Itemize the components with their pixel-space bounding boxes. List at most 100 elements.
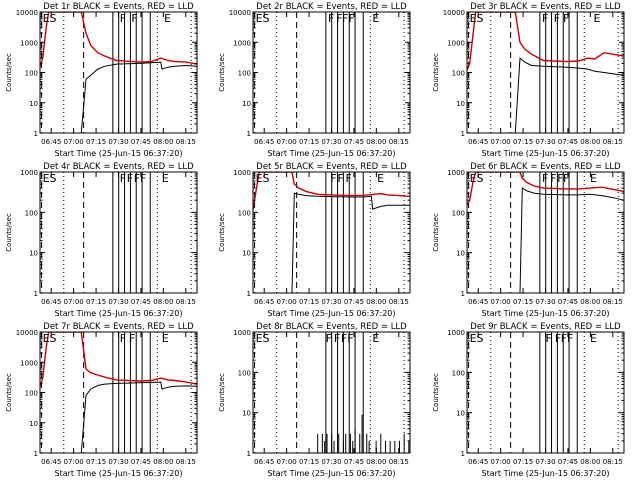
y-tick-label: 10	[29, 420, 38, 428]
x-tick-label: 08:15	[603, 298, 623, 306]
event-annotation: ES	[256, 172, 270, 185]
y-tick-label: 1000	[20, 359, 38, 367]
panel-det-8: Det 8r BLACK = Events, RED = LLD Counts/s…	[218, 322, 411, 478]
x-tick-label: 08:00	[366, 458, 386, 466]
x-tick-label: 07:00	[277, 298, 297, 306]
x-tick-label: 06:45	[41, 138, 61, 146]
x-tick-label: 08:00	[366, 298, 386, 306]
time-markers	[254, 332, 405, 453]
series-lld-line	[40, 332, 197, 388]
event-annotation: F	[127, 172, 133, 185]
y-axis-label: Counts/sec	[5, 373, 13, 412]
x-axis-label: Start Time (25-Jun-15 06:37:20)	[55, 469, 183, 478]
x-tick-label: 06:45	[468, 458, 488, 466]
panel-title: Det 3r BLACK = Events, RED = LLD	[470, 2, 621, 12]
event-annotation: ES	[470, 172, 484, 185]
y-tick-label: 100	[452, 369, 465, 377]
x-axis-label: Start Time (25-Jun-15 06:37:20)	[55, 309, 183, 318]
x-tick-label: 07:45	[131, 138, 151, 146]
event-annotation: ES	[256, 12, 270, 25]
panel-title: Det 6r BLACK = Events, RED = LLD	[470, 162, 621, 172]
event-annotation: F	[131, 12, 137, 25]
event-annotation: ES	[470, 332, 484, 345]
event-annotation: F	[337, 172, 343, 185]
event-annotation: E	[164, 12, 171, 25]
panel-det-7: Det 7r BLACK = Events, RED = LLD Counts/s…	[5, 322, 198, 478]
event-annotation: FF	[134, 172, 147, 185]
event-annotation: E	[372, 332, 379, 345]
x-tick-label: 08:00	[580, 298, 600, 306]
panel-title: Det 8r BLACK = Events, RED = LLD	[256, 322, 407, 332]
y-tick-label: 1000	[20, 169, 38, 177]
event-annotation: E	[162, 172, 169, 185]
x-tick-label: 07:45	[131, 458, 151, 466]
x-axis-label: Start Time (25-Jun-15 06:37:20)	[55, 149, 183, 158]
y-tick-label: 1	[461, 450, 465, 458]
x-tick-label: 07:30	[535, 298, 555, 306]
y-tick-label: 10000	[443, 9, 465, 17]
y-tick-label: 100	[25, 70, 38, 78]
y-axis-label: Counts/sec	[218, 53, 226, 92]
y-tick-label: 100	[238, 70, 251, 78]
event-annotation: FF	[341, 332, 354, 345]
event-annotation: F	[550, 172, 556, 185]
y-tick-label: 10000	[16, 329, 38, 337]
event-annotation: F	[129, 332, 135, 345]
x-tick-label: 07:45	[344, 298, 364, 306]
event-annotation: ES	[43, 332, 57, 345]
event-annotation: E	[372, 12, 379, 25]
y-tick-label: 1000	[233, 39, 251, 47]
event-annotation: E	[590, 172, 597, 185]
series-events-line	[80, 61, 197, 133]
event-annotation: F	[555, 332, 561, 345]
x-tick-label: 07:15	[299, 138, 319, 146]
x-tick-label: 07:45	[558, 138, 578, 146]
x-tick-label: 07:30	[108, 298, 128, 306]
x-tick-label: 06:45	[254, 298, 274, 306]
panel-title: Det 9r BLACK = Events, RED = LLD	[470, 322, 621, 332]
y-axis-label: Counts/sec	[432, 373, 440, 412]
x-tick-label: 06:45	[468, 138, 488, 146]
event-annotation: E	[590, 332, 597, 345]
x-tick-label: 07:00	[277, 458, 297, 466]
x-tick-label: 06:45	[41, 298, 61, 306]
y-tick-label: 10	[29, 100, 38, 108]
x-tick-label: 07:30	[535, 458, 555, 466]
series-group	[40, 332, 197, 453]
x-tick-label: 07:30	[321, 458, 341, 466]
x-tick-label: 07:15	[86, 458, 106, 466]
x-tick-label: 06:45	[468, 298, 488, 306]
x-tick-label: 07:30	[108, 458, 128, 466]
x-tick-label: 07:00	[277, 138, 297, 146]
series-group	[40, 12, 197, 133]
y-tick-label: 1	[247, 450, 251, 458]
x-tick-label: 07:15	[513, 458, 533, 466]
x-tick-label: 07:30	[535, 138, 555, 146]
y-tick-label: 100	[452, 209, 465, 217]
x-tick-label: 07:00	[64, 138, 84, 146]
time-markers	[41, 12, 192, 133]
series-events-line	[291, 192, 410, 293]
y-tick-label: 1	[461, 290, 465, 298]
panel-det-6: Det 6r BLACK = Events, RED = LLD Counts/s…	[432, 162, 625, 318]
y-tick-label: 100	[238, 369, 251, 377]
x-axis-label: Start Time (25-Jun-15 06:37:20)	[482, 469, 610, 478]
event-annotation: F	[328, 12, 334, 25]
event-annotation: ES	[256, 332, 270, 345]
event-annotation: F	[336, 12, 342, 25]
x-tick-label: 08:00	[153, 458, 173, 466]
y-axis-label: Counts/sec	[5, 53, 13, 92]
event-annotation: F	[557, 172, 563, 185]
event-annotation: F	[563, 172, 569, 185]
x-axis-label: Start Time (25-Jun-15 06:37:20)	[268, 149, 396, 158]
event-annotation: ES	[43, 172, 57, 185]
event-annotation: F	[554, 12, 560, 25]
x-tick-label: 07:45	[131, 298, 151, 306]
x-tick-label: 08:00	[580, 138, 600, 146]
panel-title: Det 7r BLACK = Events, RED = LLD	[43, 322, 194, 332]
x-tick-label: 07:00	[491, 298, 511, 306]
x-tick-label: 07:15	[86, 298, 106, 306]
y-axis-label: Counts/sec	[5, 213, 13, 252]
series-group	[467, 12, 624, 133]
y-tick-label: 1	[247, 130, 251, 138]
